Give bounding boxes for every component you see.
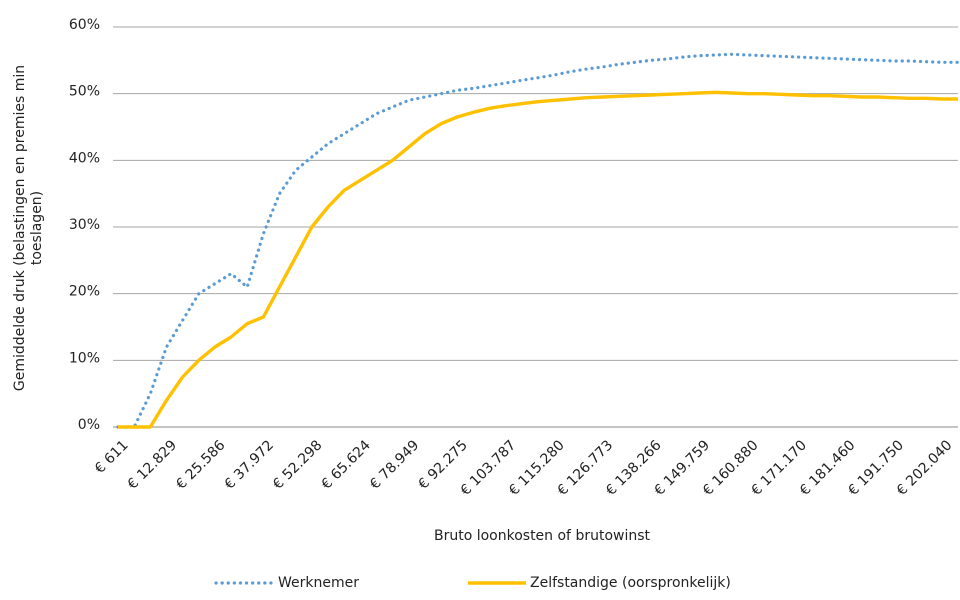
x-axis-label: Bruto loonkosten of brutowinst	[434, 528, 651, 544]
x-tick-label: € 12.829	[125, 437, 180, 492]
y-tick-label: 0%	[78, 417, 100, 433]
x-tick-label: € 37.972	[222, 437, 277, 492]
legend-label: Zelfstandige (oorspronkelijk)	[530, 575, 731, 591]
series-line	[116, 52, 960, 429]
y-axis-label-line: toeslagen)	[29, 191, 45, 265]
x-tick-label: € 611	[92, 437, 132, 477]
y-tick-label: 10%	[69, 350, 100, 366]
y-axis-label: Gemiddelde druk (belastingen en premies …	[12, 65, 45, 391]
series-line	[118, 90, 958, 429]
y-tick-label: 50%	[69, 84, 100, 100]
legend-label: Werknemer	[278, 575, 359, 591]
y-tick-label: 60%	[69, 17, 100, 33]
y-tick-label: 20%	[69, 284, 100, 300]
y-tick-label: 30%	[69, 217, 100, 233]
x-tick-label: € 52.298	[270, 437, 325, 492]
x-tick-label: € 25.586	[173, 437, 228, 492]
x-tick-label: € 78.949	[367, 437, 422, 492]
y-tick-label: 40%	[69, 150, 100, 166]
x-tick-label: € 65.624	[319, 437, 374, 492]
y-axis-label-line: Gemiddelde druk (belastingen en premies …	[12, 65, 28, 391]
